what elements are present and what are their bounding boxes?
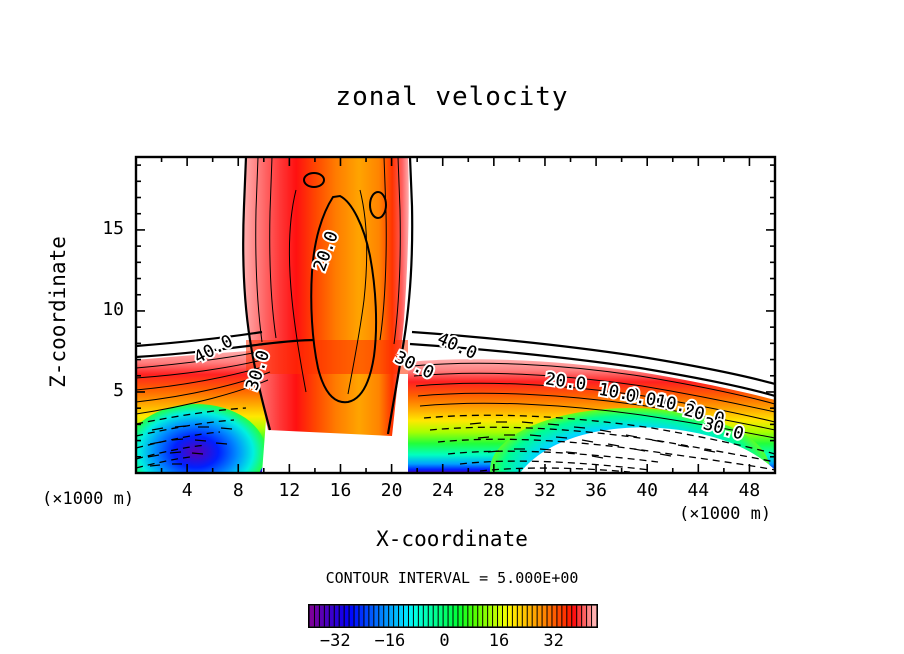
contour-lines-thick	[136, 157, 775, 435]
hatch-left	[147, 425, 233, 467]
z-unit-label: (×1000 m)	[42, 489, 135, 509]
x-tick-label: 12	[278, 480, 301, 501]
colorbar-tick-label: 0	[439, 631, 450, 651]
x-tick-label: 36	[585, 480, 607, 501]
y-tick-label: 10	[102, 298, 124, 320]
y-tick-label: 15	[102, 217, 124, 239]
colorbar	[308, 604, 598, 628]
x-tick-label: 24	[431, 480, 454, 501]
x-tick-label: 8	[232, 480, 244, 501]
x-tick-label: 40	[636, 480, 659, 501]
vertical-jet-field	[243, 157, 409, 436]
jet-core-contour	[303, 172, 387, 404]
negative-contours-left	[136, 407, 247, 469]
x-tick-label: 28	[482, 480, 505, 501]
colorbar-tick-label: −32	[319, 631, 351, 651]
colorbar-caption: CONTOUR INTERVAL = 5.000E+00	[325, 569, 579, 587]
x-axis-title: X-coordinate	[376, 527, 528, 551]
x-tick-label: 48	[738, 480, 761, 501]
x-tick-label: 44	[687, 480, 710, 501]
axis-ticks	[136, 157, 775, 473]
colorbar-tick-label: 32	[543, 631, 564, 651]
negative-contours-right	[423, 414, 775, 473]
y-axis-title: Z-coordinate	[46, 236, 70, 388]
y-tick-label: 5	[113, 379, 124, 401]
x-tick-label: 20	[380, 480, 403, 501]
page-title: zonal velocity	[335, 82, 569, 112]
x-unit-label: (×1000 m)	[679, 504, 772, 524]
x-tick-label: 16	[329, 480, 352, 501]
x-tick-label: 4	[181, 480, 193, 501]
left-wing-field	[136, 350, 266, 473]
colorbar-tick-label: −16	[374, 631, 406, 651]
hatch-right	[469, 421, 716, 459]
contour-field	[136, 157, 775, 473]
contour-lines-thin	[136, 157, 775, 439]
colorbar-tick-label: 16	[488, 631, 510, 651]
plot-frame	[134, 155, 777, 475]
x-tick-label: 32	[534, 480, 556, 501]
